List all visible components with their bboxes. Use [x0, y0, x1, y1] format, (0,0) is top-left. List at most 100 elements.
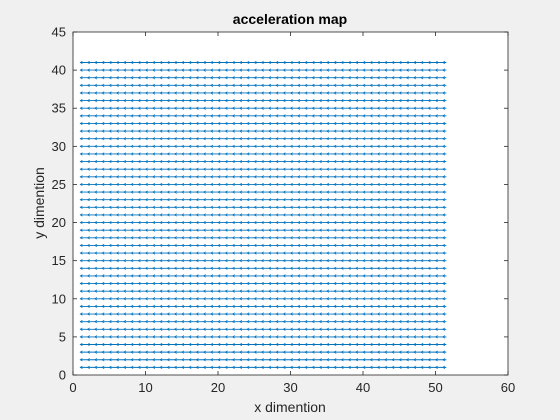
- quiver-arrow: [282, 76, 286, 80]
- y-tick-label: 20: [52, 215, 66, 230]
- quiver-arrow: [326, 175, 330, 179]
- quiver-arrow: [123, 114, 127, 118]
- quiver-arrow: [405, 190, 409, 194]
- quiver-arrow: [362, 358, 366, 362]
- quiver-arrow: [246, 167, 250, 171]
- quiver-arrow: [326, 144, 330, 148]
- quiver-arrow: [405, 152, 409, 156]
- quiver-arrow: [282, 243, 286, 248]
- quiver-arrow: [239, 114, 243, 118]
- quiver-arrow: [347, 175, 351, 179]
- quiver-arrow: [210, 297, 214, 301]
- quiver-arrow: [347, 205, 351, 209]
- quiver-arrow: [391, 281, 395, 286]
- quiver-arrow: [159, 68, 163, 72]
- quiver-arrow: [391, 243, 395, 248]
- quiver-arrow: [304, 297, 308, 301]
- quiver-arrow: [318, 167, 322, 171]
- quiver-arrow: [195, 289, 199, 293]
- quiver-arrow: [144, 327, 148, 331]
- quiver-arrow: [304, 304, 308, 309]
- quiver-arrow: [173, 114, 177, 118]
- quiver-arrow: [391, 175, 395, 179]
- quiver-arrow: [231, 228, 235, 232]
- quiver-arrow: [152, 281, 156, 286]
- quiver-arrow: [413, 68, 417, 72]
- quiver-arrow: [101, 274, 105, 278]
- quiver-arrow: [268, 304, 272, 309]
- quiver-arrow: [224, 121, 228, 126]
- quiver-arrow: [442, 98, 446, 103]
- quiver-arrow: [152, 175, 156, 179]
- quiver-arrow: [268, 190, 272, 194]
- quiver-arrow: [246, 190, 250, 194]
- quiver-arrow: [188, 365, 192, 369]
- quiver-arrow: [413, 98, 417, 103]
- quiver-arrow: [188, 60, 192, 65]
- quiver-arrow: [137, 98, 141, 103]
- quiver-arrow: [398, 60, 402, 65]
- quiver-arrow: [376, 76, 380, 80]
- quiver-arrow: [355, 259, 359, 263]
- quiver-arrow: [79, 137, 83, 141]
- quiver-arrow: [282, 304, 286, 309]
- quiver-arrow: [362, 68, 366, 72]
- quiver-arrow: [289, 60, 293, 65]
- quiver-arrow: [115, 91, 119, 95]
- quiver-arrow: [239, 266, 243, 270]
- quiver-arrow: [355, 137, 359, 141]
- quiver-arrow: [79, 205, 83, 209]
- quiver-arrow: [79, 114, 83, 118]
- quiver-arrow: [318, 91, 322, 95]
- quiver-arrow: [173, 220, 177, 225]
- quiver-arrow: [376, 121, 380, 126]
- quiver-arrow: [101, 289, 105, 293]
- quiver-arrow: [398, 320, 402, 324]
- quiver-arrow: [181, 175, 185, 179]
- quiver-arrow: [405, 358, 409, 362]
- quiver-arrow: [224, 274, 228, 278]
- quiver-arrow: [224, 175, 228, 179]
- quiver-arrow: [239, 297, 243, 301]
- quiver-arrow: [362, 83, 366, 87]
- y-tick-label: 40: [52, 63, 66, 78]
- quiver-arrow: [239, 335, 243, 339]
- quiver-arrow: [101, 342, 105, 347]
- quiver-arrow: [115, 205, 119, 209]
- quiver-arrow: [108, 213, 112, 217]
- quiver-arrow: [173, 350, 177, 354]
- quiver-arrow: [355, 335, 359, 339]
- quiver-arrow: [173, 60, 177, 65]
- quiver-arrow: [101, 167, 105, 171]
- quiver-arrow: [144, 320, 148, 324]
- quiver-arrow: [239, 190, 243, 194]
- quiver-arrow: [152, 312, 156, 316]
- quiver-arrow: [376, 144, 380, 148]
- quiver-arrow: [275, 335, 279, 339]
- quiver-arrow: [318, 114, 322, 118]
- quiver-arrow: [231, 213, 235, 217]
- quiver-arrow: [311, 152, 315, 156]
- quiver-arrow: [405, 365, 409, 369]
- quiver-arrow: [384, 220, 388, 225]
- quiver-arrow: [297, 152, 301, 156]
- quiver-arrow: [166, 274, 170, 278]
- quiver-arrow: [130, 274, 134, 278]
- quiver-arrow: [144, 266, 148, 270]
- quiver-arrow: [94, 68, 98, 72]
- quiver-arrow: [268, 350, 272, 354]
- quiver-arrow: [376, 152, 380, 156]
- quiver-arrow: [326, 304, 330, 309]
- quiver-arrow: [239, 251, 243, 255]
- quiver-arrow: [188, 243, 192, 248]
- quiver-arrow: [405, 297, 409, 301]
- quiver-arrow: [195, 114, 199, 118]
- quiver-arrow: [210, 137, 214, 141]
- quiver-arrow: [282, 327, 286, 331]
- quiver-arrow: [282, 91, 286, 95]
- quiver-arrow: [152, 60, 156, 65]
- quiver-arrow: [434, 167, 438, 171]
- quiver-arrow: [340, 98, 344, 103]
- quiver-arrow: [434, 137, 438, 141]
- quiver-arrow: [86, 365, 90, 369]
